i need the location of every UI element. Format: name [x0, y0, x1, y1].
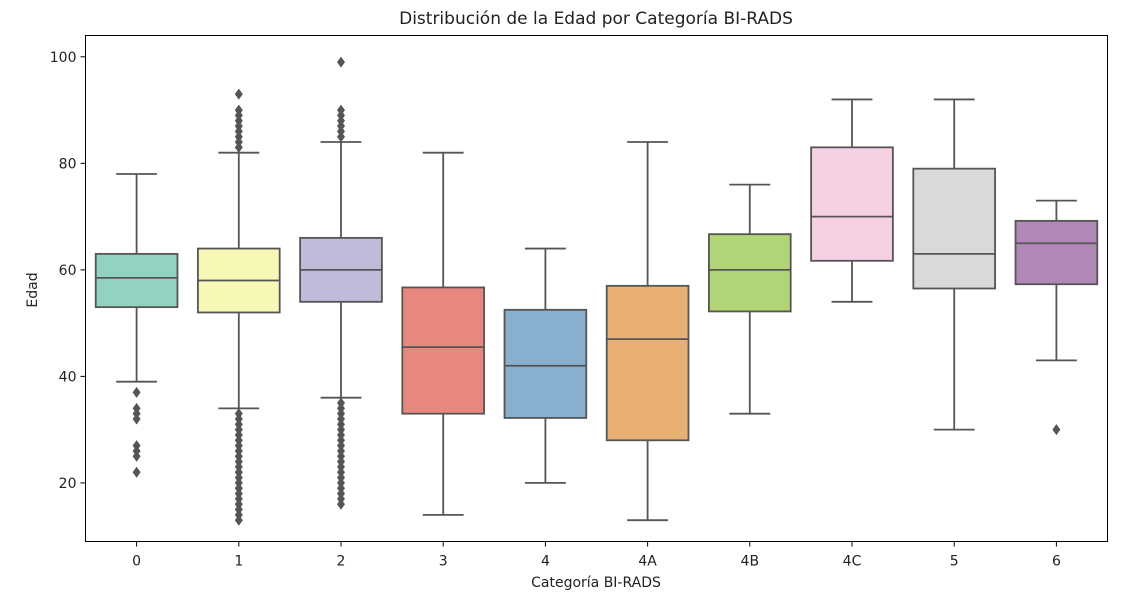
plot-area: 20 40 60 80 100 0 1 2 3 4 4A 4B 4C 5 6	[50, 50, 1099, 570]
x-tick-label: 4	[541, 554, 550, 570]
y-tick-label: 40	[59, 369, 77, 385]
outlier-point	[234, 104, 243, 116]
box-4C	[810, 146, 894, 262]
x-tick-label: 4B	[741, 554, 760, 570]
y-axis-label: Edad	[25, 272, 41, 307]
outlier-point	[234, 88, 243, 100]
outlier-point	[132, 466, 141, 478]
outlier-point	[337, 104, 345, 116]
x-tick-label: 5	[950, 554, 959, 570]
x-tick-label: 3	[439, 554, 448, 570]
outlier-point	[234, 514, 243, 526]
outlier-point	[1052, 424, 1061, 436]
box-4	[503, 308, 588, 419]
outlier-point	[132, 413, 141, 425]
x-axis-label: Categoría BI-RADS	[531, 575, 661, 591]
x-tick-label: 4C	[843, 554, 862, 570]
chart-title: Distribución de la Edad por Categoría BI…	[399, 9, 793, 29]
y-tick-label: 20	[59, 476, 77, 492]
box-5	[912, 167, 996, 290]
box-3	[401, 286, 485, 415]
x-tick-label: 6	[1052, 554, 1061, 570]
x-tick-label: 1	[234, 554, 243, 570]
x-tick-label: 0	[132, 554, 141, 570]
box-4B	[708, 233, 792, 313]
y-tick-label: 100	[50, 50, 77, 66]
outlier-point	[132, 450, 141, 462]
x-tick-label: 2	[337, 554, 346, 570]
y-tick-label: 60	[59, 263, 77, 279]
y-tick-label: 80	[59, 156, 77, 172]
plot-frame	[85, 35, 1108, 542]
outlier-point	[337, 498, 345, 510]
outlier-point	[132, 386, 141, 398]
x-tick-label: 4A	[638, 554, 657, 570]
outlier-point	[337, 56, 345, 68]
box-4A	[605, 284, 690, 442]
box-0	[94, 252, 179, 309]
box-6	[1014, 219, 1099, 286]
